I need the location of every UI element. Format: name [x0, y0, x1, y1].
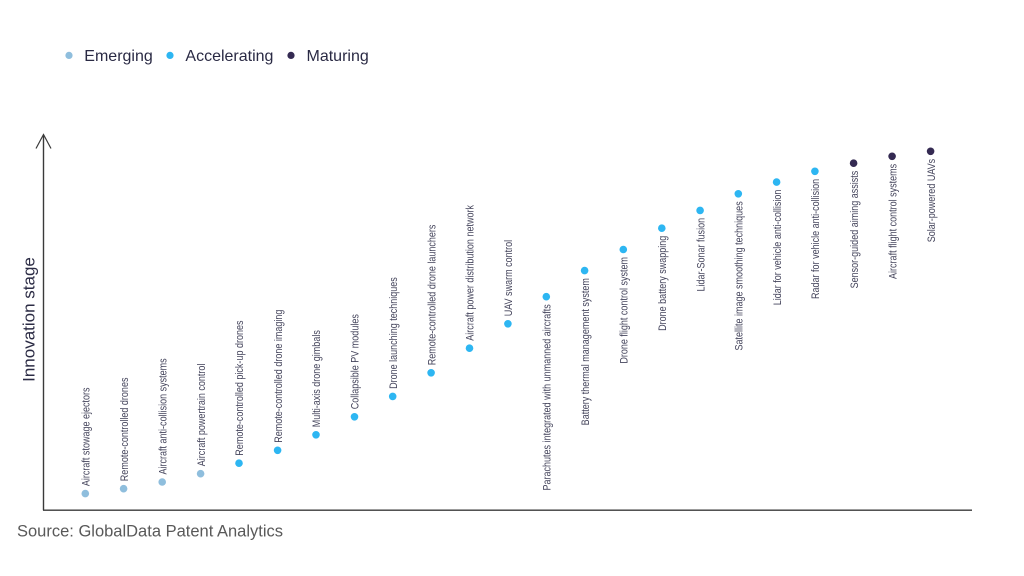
svg-text:Sensor-guided aiming assists: Sensor-guided aiming assists: [849, 171, 861, 289]
svg-text:Accelerating: Accelerating: [185, 48, 273, 65]
svg-text:Lidar for vehicle anti-collisi: Lidar for vehicle anti-collision: [772, 190, 784, 306]
svg-text:Source: GlobalData Patent Anal: Source: GlobalData Patent Analytics: [17, 522, 283, 540]
svg-text:Remote-controlled pick-up dron: Remote-controlled pick-up drones: [234, 320, 246, 455]
svg-text:Drone launching techniques: Drone launching techniques: [388, 277, 400, 389]
svg-text:Satellite image smoothing tech: Satellite image smoothing techniques: [734, 201, 746, 350]
svg-text:UAV swarm control: UAV swarm control: [503, 240, 515, 316]
svg-text:Aircraft stowage ejectors: Aircraft stowage ejectors: [81, 387, 93, 486]
svg-text:Drone flight control system: Drone flight control system: [619, 257, 631, 364]
svg-text:Aircraft anti-collision system: Aircraft anti-collision systems: [158, 358, 170, 474]
svg-text:Aircraft flight control system: Aircraft flight control systems: [888, 164, 900, 279]
svg-text:Remote-controlled drones: Remote-controlled drones: [119, 378, 131, 482]
svg-text:Parachutes integrated with unm: Parachutes integrated with unmanned airc…: [542, 304, 554, 490]
svg-text:Remote-controlled drone imagin: Remote-controlled drone imaging: [273, 310, 285, 443]
svg-text:Aircraft powertrain control: Aircraft powertrain control: [196, 364, 208, 467]
svg-text:Collapsible PV modules: Collapsible PV modules: [350, 314, 362, 409]
svg-text:Solar-powered UAVs: Solar-powered UAVs: [926, 159, 938, 242]
svg-text:Battery thermal management sys: Battery thermal management system: [580, 278, 592, 425]
svg-text:Emerging: Emerging: [84, 48, 152, 65]
svg-text:Lidar-Sonar fusion: Lidar-Sonar fusion: [696, 218, 708, 292]
svg-text:Remote-controlled drone launch: Remote-controlled drone launchers: [427, 225, 439, 366]
svg-text:Aircraft power distribution ne: Aircraft power distribution network: [465, 204, 477, 341]
svg-text:Radar for vehicle anti-collisi: Radar for vehicle anti-collision: [810, 179, 822, 299]
svg-text:Innovation stage: Innovation stage: [20, 257, 39, 382]
svg-text:Drone battery swapping: Drone battery swapping: [657, 236, 669, 331]
svg-text:Multi-axis drone gimbals: Multi-axis drone gimbals: [311, 330, 323, 427]
svg-text:Maturing: Maturing: [307, 48, 369, 65]
